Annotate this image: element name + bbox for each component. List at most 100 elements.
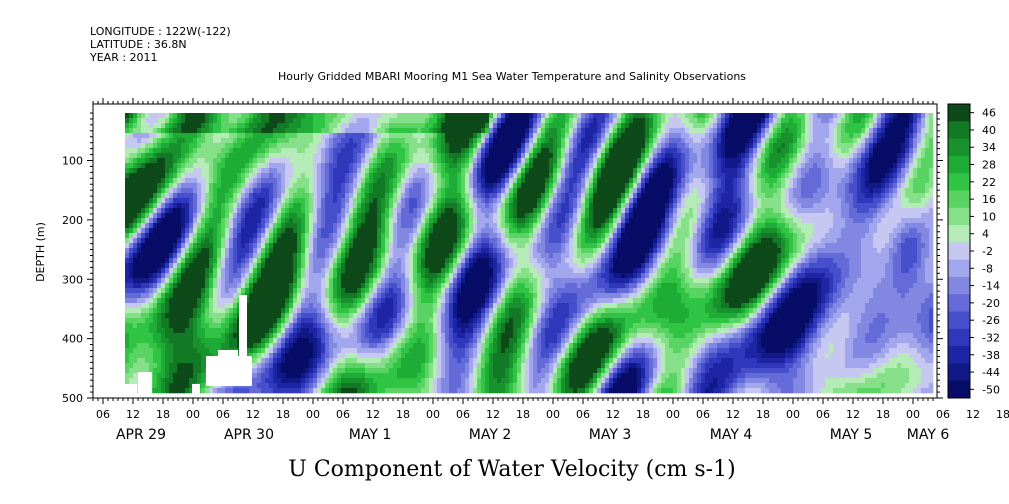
heatmap-cell <box>205 168 210 174</box>
heatmap-cell <box>249 143 254 149</box>
heatmap-cell <box>349 188 354 194</box>
heatmap-cell <box>473 163 478 169</box>
heatmap-cell <box>329 363 334 369</box>
heatmap-cell <box>133 273 138 279</box>
heatmap-cell <box>477 258 482 264</box>
heatmap-cell <box>445 158 450 164</box>
heatmap-cell <box>165 188 170 194</box>
heatmap-cell <box>341 358 346 364</box>
heatmap-cell <box>237 148 242 154</box>
heatmap-cell <box>309 113 314 119</box>
heatmap-cell <box>229 308 234 314</box>
heatmap-cell <box>185 323 190 329</box>
heatmap-cell <box>421 258 426 264</box>
heatmap-cell <box>329 218 334 224</box>
heatmap-cell <box>393 338 398 344</box>
heatmap-cell <box>397 198 402 204</box>
heatmap-cell <box>425 188 430 194</box>
heatmap-cell <box>229 323 234 329</box>
heatmap-cell <box>193 288 198 294</box>
heatmap-cell <box>469 183 474 189</box>
heatmap-cell <box>269 348 274 354</box>
heatmap-cell <box>429 373 434 379</box>
heatmap-cell <box>373 203 378 209</box>
heatmap-cell <box>377 308 382 314</box>
heatmap-cell <box>201 228 206 234</box>
heatmap-cell <box>325 153 330 159</box>
heatmap-cell <box>369 138 374 144</box>
heatmap-cell <box>409 138 414 144</box>
heatmap-cell <box>165 228 170 234</box>
heatmap-cell <box>181 258 186 264</box>
heatmap-cell <box>153 328 158 334</box>
heatmap-cell <box>361 143 366 149</box>
heatmap-cell <box>373 223 378 229</box>
heatmap-cell <box>437 273 442 279</box>
heatmap-cell <box>389 198 394 204</box>
heatmap-cell <box>357 343 362 349</box>
heatmap-cell <box>397 193 402 199</box>
heatmap-cell <box>245 178 250 184</box>
heatmap-cell <box>141 293 146 299</box>
heatmap-cell <box>149 233 154 239</box>
heatmap-cell <box>185 188 190 194</box>
heatmap-cell <box>333 373 338 379</box>
heatmap-cell <box>157 288 162 294</box>
heatmap-cell <box>313 203 318 209</box>
heatmap-cell <box>373 193 378 199</box>
heatmap-cell <box>353 338 358 344</box>
heatmap-cell <box>221 298 226 304</box>
heatmap-cell <box>441 213 446 219</box>
heatmap-cell <box>377 368 382 374</box>
heatmap-cell <box>277 273 282 279</box>
heatmap-cell <box>369 368 374 374</box>
heatmap-cell <box>261 133 266 139</box>
heatmap-cell <box>145 228 150 234</box>
heatmap-cell <box>337 128 342 134</box>
heatmap-cell <box>397 368 402 374</box>
heatmap-cell <box>429 183 434 189</box>
heatmap-cell <box>181 318 186 324</box>
heatmap-cell <box>153 148 158 154</box>
heatmap-cell <box>301 148 306 154</box>
heatmap-cell <box>425 318 430 324</box>
heatmap-cell <box>377 198 382 204</box>
heatmap-cell <box>405 228 410 234</box>
heatmap-cell <box>397 143 402 149</box>
heatmap-cell <box>465 113 470 119</box>
heatmap-cell <box>129 353 134 359</box>
heatmap-cell <box>381 383 386 389</box>
heatmap-cell <box>469 363 474 369</box>
heatmap-cell <box>345 148 350 154</box>
heatmap-cell <box>325 308 330 314</box>
heatmap-cell <box>141 263 146 269</box>
heatmap-cell <box>253 273 258 279</box>
heatmap-cell <box>345 258 350 264</box>
heatmap-cell <box>349 128 354 134</box>
heatmap-cell <box>369 308 374 314</box>
heatmap-cell <box>313 343 318 349</box>
heatmap-cell <box>297 388 302 394</box>
heatmap-cell <box>297 328 302 334</box>
heatmap-cell <box>321 368 326 374</box>
heatmap-cell <box>365 233 370 239</box>
heatmap-cell <box>145 343 150 349</box>
heatmap-cell <box>333 278 338 284</box>
heatmap-cell <box>141 318 146 324</box>
heatmap-cell <box>429 143 434 149</box>
heatmap-cell <box>213 343 218 349</box>
heatmap-cell <box>457 283 462 289</box>
heatmap-cell <box>341 383 346 389</box>
heatmap-cell <box>225 328 230 334</box>
heatmap-cell <box>237 223 242 229</box>
heatmap-cell <box>201 163 206 169</box>
heatmap-cell <box>337 148 342 154</box>
heatmap-cell <box>353 293 358 299</box>
heatmap-cell <box>421 118 426 124</box>
heatmap-cell <box>425 203 430 209</box>
heatmap-cell <box>201 373 206 379</box>
heatmap-cell <box>461 323 466 329</box>
heatmap-cell <box>449 238 454 244</box>
heatmap-cell <box>137 163 142 169</box>
heatmap-cell <box>349 388 354 394</box>
